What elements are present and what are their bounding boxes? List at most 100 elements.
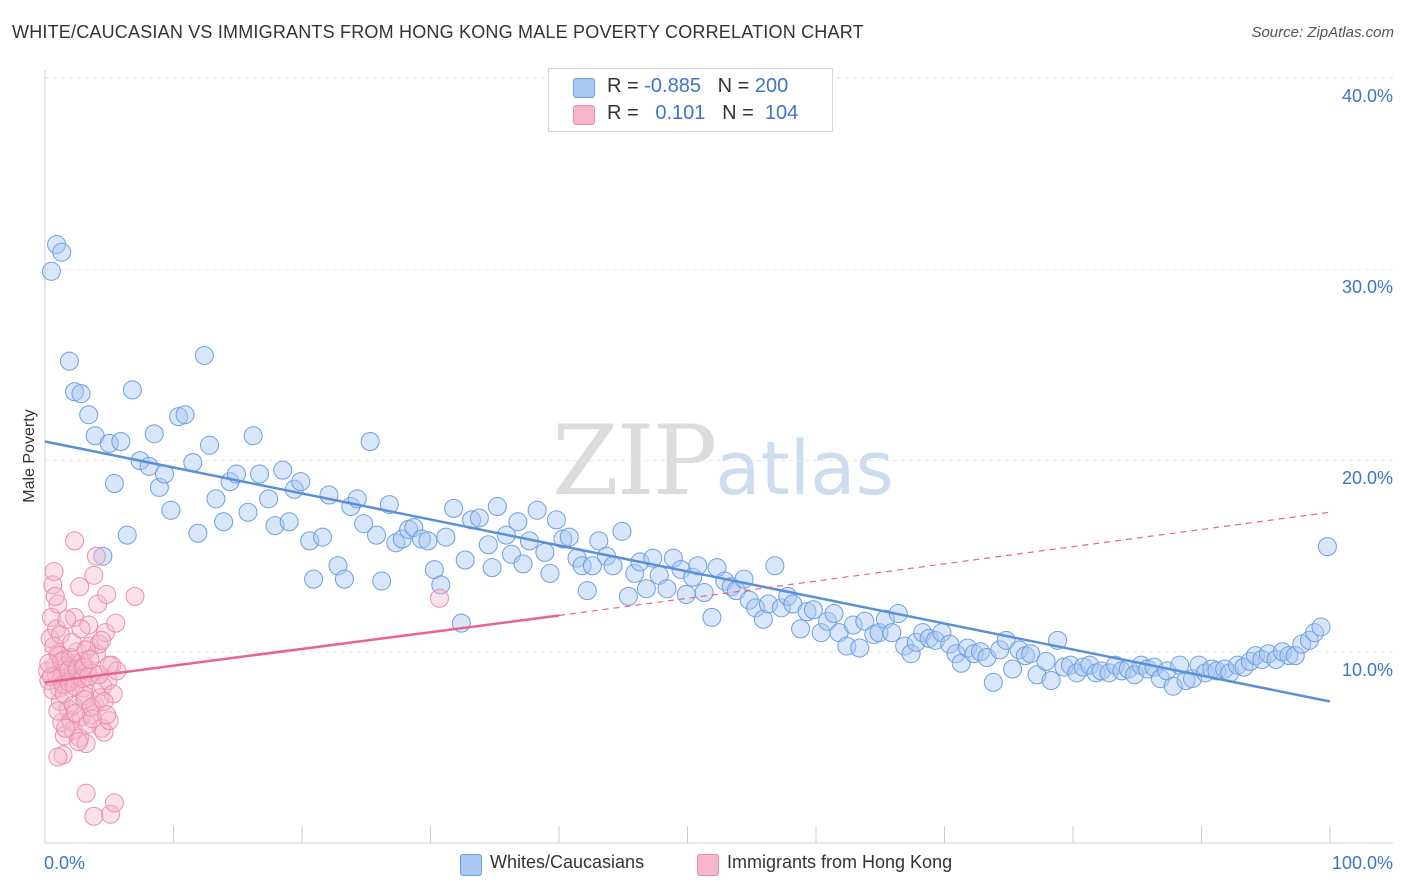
data-point-hongkong: [61, 648, 81, 668]
watermark: ZIPatlas: [552, 405, 894, 517]
data-point-hongkong: [76, 734, 96, 754]
data-point-whites: [71, 384, 91, 404]
data-point-whites: [882, 623, 902, 643]
data-point-whites: [259, 489, 279, 509]
data-point-whites: [758, 594, 778, 614]
data-point-whites: [444, 498, 464, 518]
data-point-whites: [367, 525, 387, 545]
bottom-legend-label: Whites/Caucasians: [490, 852, 645, 872]
data-point-hongkong: [68, 732, 88, 752]
data-point-hongkong: [104, 793, 124, 813]
data-point-whites: [702, 607, 722, 627]
data-point-hongkong: [48, 594, 68, 614]
data-point-whites: [508, 512, 528, 532]
data-point-hongkong: [76, 640, 96, 660]
source-label: Source: ZipAtlas.com: [1251, 24, 1394, 41]
data-point-whites: [1021, 644, 1041, 664]
data-point-whites: [553, 529, 573, 549]
bottom-legend-label: Immigrants from Hong Kong: [727, 852, 953, 872]
data-point-whites: [99, 433, 119, 453]
legend-swatch-blue: [573, 78, 595, 98]
data-point-whites: [1163, 676, 1183, 696]
data-point-whites: [513, 554, 533, 574]
x-tick-label: 100.0%: [1331, 853, 1393, 873]
data-point-whites: [797, 602, 817, 622]
data-point-whites: [1240, 651, 1260, 671]
data-point-whites: [313, 527, 333, 547]
data-point-whites: [739, 590, 759, 610]
legend-r-label: R =: [607, 75, 639, 97]
data-point-whites: [238, 502, 258, 522]
data-point-hongkong: [71, 619, 91, 639]
data-point-whites: [771, 598, 791, 618]
data-point-whites: [919, 628, 939, 648]
legend-n-label: N =: [722, 102, 754, 124]
data-point-hongkong: [83, 709, 103, 729]
trend-lines: [44, 440, 1331, 703]
data-point-whites: [1266, 649, 1286, 669]
data-point-whites: [940, 634, 960, 654]
legend-n-label: N =: [717, 75, 750, 97]
data-point-whites: [300, 531, 320, 551]
data-point-whites: [194, 345, 214, 365]
y-tick-label: 20.0%: [1341, 468, 1393, 488]
bottom-legend-swatch-blue: [460, 854, 482, 876]
data-point-whites: [214, 512, 234, 532]
x-tick-label: 0.0%: [44, 853, 86, 873]
data-point-whites: [404, 518, 424, 538]
correlation-legend: R = -0.885 N = 200 R = 0.101 N = 104: [548, 68, 833, 132]
data-point-hongkong: [44, 561, 64, 581]
data-point-whites: [1027, 665, 1047, 685]
watermark-zip: ZIP: [552, 405, 717, 517]
legend-n-value: 200: [754, 75, 789, 97]
data-point-hongkong: [39, 653, 59, 673]
data-point-whites: [161, 500, 181, 520]
data-point-whites: [1258, 644, 1278, 664]
data-point-whites: [527, 500, 547, 520]
data-point-whites: [334, 569, 354, 589]
data-point-whites: [540, 563, 560, 583]
data-point-whites: [535, 542, 555, 562]
y-axis-label: Male Poverty: [21, 409, 38, 503]
data-point-whites: [104, 474, 124, 494]
data-point-whites: [1215, 659, 1235, 679]
data-point-hongkong: [92, 630, 112, 650]
data-point-whites: [478, 535, 498, 555]
data-point-whites: [122, 380, 142, 400]
data-point-whites: [392, 529, 412, 549]
data-point-hongkong: [57, 609, 77, 629]
data-point-whites: [59, 351, 79, 371]
data-point-hongkong: [70, 577, 90, 597]
data-point-whites: [589, 531, 609, 551]
data-point-whites: [990, 640, 1010, 660]
data-point-whites: [1054, 657, 1074, 677]
data-point-whites: [1041, 670, 1061, 690]
data-point-whites: [1091, 661, 1111, 681]
data-point-hongkong: [97, 584, 117, 604]
data-point-whites: [144, 424, 164, 444]
data-point-whites: [791, 619, 811, 639]
data-point-whites: [603, 556, 623, 576]
chart-title: WHITE/CAUCASIAN VS IMMIGRANTS FROM HONG …: [12, 22, 864, 42]
data-point-whites: [487, 496, 507, 516]
data-point-whites: [169, 407, 189, 427]
data-point-whites: [694, 583, 714, 603]
data-point-whites: [79, 405, 99, 425]
data-point-hongkong: [106, 613, 126, 633]
data-point-whites: [183, 453, 203, 473]
legend-n-value: 104: [764, 102, 799, 124]
bottom-legend-swatch-pink: [697, 854, 719, 876]
data-point-whites: [1112, 661, 1132, 681]
data-point-hongkong: [56, 718, 76, 738]
data-point-whites: [964, 644, 984, 664]
data-point-whites: [199, 435, 219, 455]
data-point-hongkong: [84, 565, 104, 585]
data-point-whites: [803, 600, 823, 620]
data-point-hongkong: [97, 705, 117, 725]
data-point-whites: [250, 464, 270, 484]
data-point-whites: [906, 632, 926, 652]
data-point-whites: [1311, 617, 1331, 637]
legend-swatch-pink: [573, 105, 595, 125]
data-point-hongkong: [65, 531, 85, 551]
